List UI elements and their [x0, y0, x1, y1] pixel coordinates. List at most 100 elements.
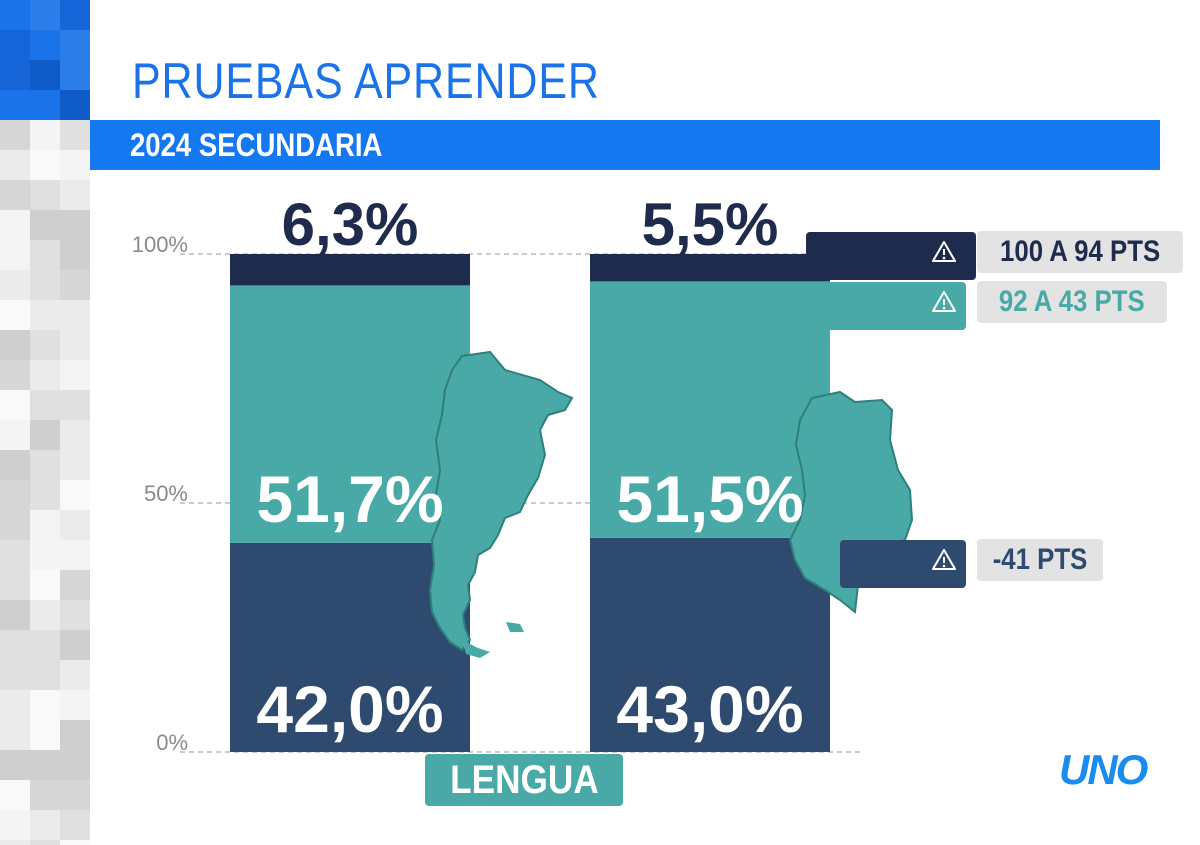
mosaic-tile [30, 810, 60, 840]
mosaic-tile [0, 690, 30, 720]
mosaic-tile [60, 360, 90, 390]
mosaic-tile [60, 420, 90, 450]
value-label-bottom: 43,0% [616, 672, 803, 746]
mosaic-tile [60, 90, 90, 120]
y-tick-label: 50% [144, 481, 188, 506]
mosaic-tile [60, 60, 90, 90]
mosaic-tile [0, 510, 30, 540]
mosaic-tile [0, 840, 30, 845]
mosaic-tile [60, 540, 90, 570]
mosaic-tile [30, 240, 60, 270]
map-argentina-shape [428, 350, 574, 652]
mosaic-tile [60, 570, 90, 600]
mosaic-tile [30, 360, 60, 390]
mosaic-tile [0, 90, 30, 120]
mosaic-tile [60, 390, 90, 420]
mosaic-tile [30, 690, 60, 720]
mosaic-tile [0, 210, 30, 240]
mosaic-tile [60, 0, 90, 30]
mosaic-tile [60, 720, 90, 750]
mosaic-tile [30, 450, 60, 480]
mosaic-tile [30, 270, 60, 300]
mosaic-tile [30, 840, 60, 845]
y-tick-label: 0% [156, 730, 188, 755]
mosaic-tile [30, 420, 60, 450]
mosaic-tile [60, 30, 90, 60]
mosaic-tile [30, 60, 60, 90]
mosaic-tile [30, 750, 60, 780]
mosaic-tile [0, 240, 30, 270]
mosaic-tile [0, 300, 30, 330]
mosaic-tile [60, 240, 90, 270]
mosaic-tile [0, 0, 30, 30]
mosaic-tile [60, 660, 90, 690]
mosaic-tile [0, 450, 30, 480]
mosaic-tile [30, 390, 60, 420]
mosaic-tile [0, 810, 30, 840]
decorative-mosaic [0, 0, 90, 845]
mosaic-tile [0, 390, 30, 420]
bar-segment-1-3 [230, 254, 470, 286]
mosaic-tile [30, 570, 60, 600]
mosaic-tile [30, 330, 60, 360]
warning-icon-dot [942, 306, 946, 310]
mosaic-tile [30, 0, 60, 30]
mosaic-tile [60, 840, 90, 845]
mosaic-tile [30, 210, 60, 240]
mosaic-tile [30, 720, 60, 750]
mosaic-tile [60, 630, 90, 660]
mosaic-tile [60, 330, 90, 360]
y-tick-label: 100% [132, 232, 188, 257]
value-label-mid: 51,7% [256, 462, 443, 536]
mosaic-tile [60, 120, 90, 150]
mosaic-tile [0, 60, 30, 90]
mosaic-tile [0, 270, 30, 300]
warning-icon-dot [942, 256, 946, 260]
mosaic-tile [0, 150, 30, 180]
bar-segment-2-2 [590, 281, 830, 538]
value-label-top: 6,3% [282, 191, 419, 258]
threshold-mid-label: 92 A 43 PTS [977, 281, 1167, 323]
warning-icon-dot [942, 564, 946, 568]
subtitle: 2024 SECUNDARIA [130, 127, 383, 163]
mosaic-tile [30, 120, 60, 150]
subtitle-banner: 2024 SECUNDARIA [90, 120, 1160, 170]
mosaic-tile [0, 750, 30, 780]
mosaic-tile [30, 480, 60, 510]
mosaic-tile [60, 690, 90, 720]
brand-logo: UNO [1059, 746, 1148, 793]
value-label-bottom: 42,0% [256, 672, 443, 746]
mosaic-tile [0, 540, 30, 570]
mosaic-tile [0, 330, 30, 360]
mosaic-tile [30, 600, 60, 630]
bar-segment-1-2 [230, 285, 470, 543]
mosaic-tile [0, 780, 30, 810]
page-title: PRUEBAS APRENDER [132, 53, 600, 109]
mosaic-tile [30, 30, 60, 60]
mosaic-tile [30, 150, 60, 180]
mosaic-tile [60, 480, 90, 510]
bar-segment-2-1 [590, 537, 830, 752]
mosaic-tile [60, 180, 90, 210]
value-label-mid: 51,5% [616, 462, 803, 536]
mosaic-tile [30, 90, 60, 120]
map-islands-shape [506, 622, 524, 632]
value-label-top: 5,5% [642, 191, 779, 258]
mosaic-tile [0, 360, 30, 390]
mosaic-tile [30, 300, 60, 330]
mosaic-tile [30, 180, 60, 210]
mosaic-tile [60, 210, 90, 240]
bar-segment-2-3 [590, 254, 830, 282]
mosaic-tile [0, 720, 30, 750]
map-argentina-south-shape [462, 640, 490, 658]
mosaic-tile [60, 750, 90, 780]
mosaic-tile [0, 600, 30, 630]
mosaic-tile [0, 180, 30, 210]
mosaic-tile [60, 600, 90, 630]
mosaic-tile [0, 30, 30, 60]
mosaic-tile [60, 270, 90, 300]
mosaic-tile [0, 480, 30, 510]
threshold-bottom-connector [840, 540, 966, 588]
mosaic-tile [60, 810, 90, 840]
